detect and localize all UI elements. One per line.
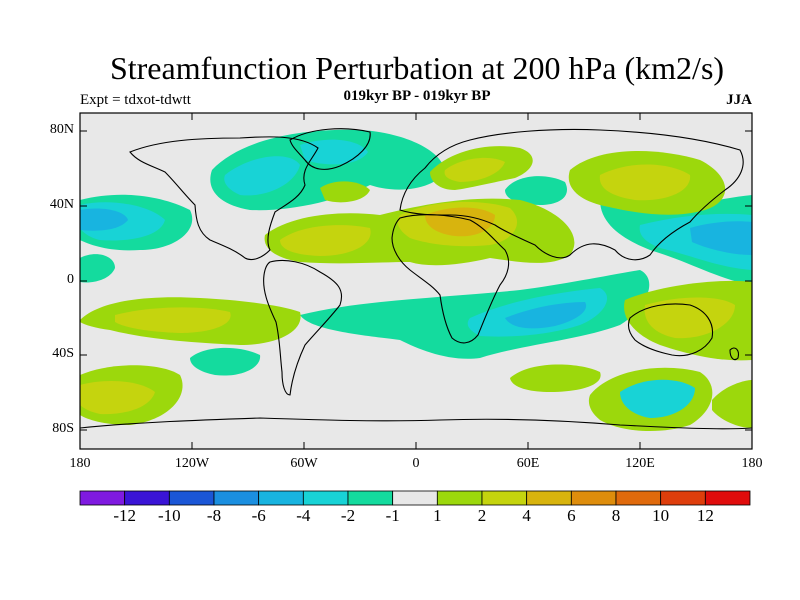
colorbar-label: 1 xyxy=(417,506,457,526)
colorbar-swatch xyxy=(303,491,348,505)
latitude-tick-label: 40S xyxy=(34,346,74,362)
colorbar-label: 10 xyxy=(641,506,681,526)
colorbar-swatch xyxy=(80,491,125,505)
colorbar-label: -4 xyxy=(283,506,323,526)
colorbar-swatch xyxy=(571,491,616,505)
latitude-tick-label: 40N xyxy=(34,197,74,213)
latitude-tick-label: 0 xyxy=(34,272,74,288)
colorbar-label: -8 xyxy=(194,506,234,526)
colorbar-label: -6 xyxy=(239,506,279,526)
colorbar-swatch xyxy=(437,491,482,505)
longitude-tick-label: 60E xyxy=(498,456,558,472)
colorbar-swatch xyxy=(348,491,393,505)
colorbar-label: -1 xyxy=(373,506,413,526)
colorbar-swatch xyxy=(169,491,214,505)
field-layer xyxy=(80,113,752,449)
colorbar-label: 2 xyxy=(462,506,502,526)
colorbar-swatch xyxy=(616,491,661,505)
colorbar-label: 8 xyxy=(596,506,636,526)
colorbar-label: 4 xyxy=(507,506,547,526)
colorbar-swatch xyxy=(705,491,750,505)
longitude-tick-label: 60W xyxy=(274,456,334,472)
colorbar-label: -12 xyxy=(105,506,145,526)
longitude-tick-label: 180 xyxy=(50,456,110,472)
colorbar-label: 12 xyxy=(685,506,725,526)
latitude-tick-label: 80S xyxy=(34,421,74,437)
longitude-tick-label: 180 xyxy=(722,456,782,472)
longitude-tick-label: 120W xyxy=(162,456,222,472)
colorbar-label: -2 xyxy=(328,506,368,526)
colorbar-swatch xyxy=(661,491,706,505)
colorbar-swatch xyxy=(214,491,259,505)
colorbar-swatch xyxy=(482,491,527,505)
colorbar xyxy=(80,491,750,505)
colorbar-swatch xyxy=(393,491,438,505)
longitude-tick-label: 0 xyxy=(386,456,446,472)
colorbar-label: 6 xyxy=(551,506,591,526)
colorbar-swatch xyxy=(527,491,572,505)
colorbar-swatch xyxy=(125,491,170,505)
longitude-tick-label: 120E xyxy=(610,456,670,472)
latitude-tick-label: 80N xyxy=(34,122,74,138)
colorbar-swatch xyxy=(259,491,304,505)
colorbar-label: -10 xyxy=(149,506,189,526)
